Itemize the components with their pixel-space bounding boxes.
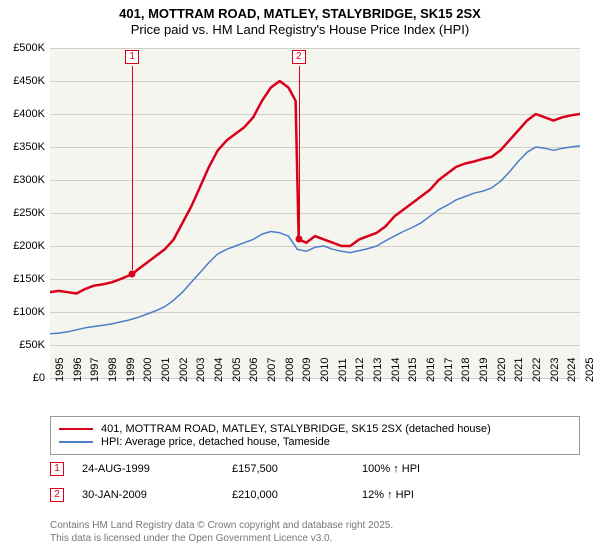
credit-line-1: Contains HM Land Registry data © Crown c… <box>50 520 580 533</box>
x-axis-label: 1999 <box>125 358 137 382</box>
x-axis-label: 2009 <box>301 358 313 382</box>
x-axis-label: 2019 <box>478 358 490 382</box>
sale-marker-box: 2 <box>292 50 306 64</box>
x-axis-label: 2021 <box>513 358 525 382</box>
title-block: 401, MOTTRAM ROAD, MATLEY, STALYBRIDGE, … <box>0 0 600 37</box>
legend-label: 401, MOTTRAM ROAD, MATLEY, STALYBRIDGE, … <box>101 423 491 435</box>
y-axis-label: £350K <box>13 141 45 153</box>
x-axis-label: 2013 <box>372 358 384 382</box>
x-axis-label: 2003 <box>195 358 207 382</box>
x-axis-label: 2022 <box>531 358 543 382</box>
page-title: 401, MOTTRAM ROAD, MATLEY, STALYBRIDGE, … <box>0 6 600 21</box>
x-axis-label: 2017 <box>443 358 455 382</box>
y-axis-label: £300K <box>13 174 45 186</box>
legend-row: HPI: Average price, detached house, Tame… <box>59 436 571 448</box>
sale-date: 24-AUG-1999 <box>82 463 232 475</box>
x-axis-label: 1997 <box>89 358 101 382</box>
x-axis-label: 2012 <box>354 358 366 382</box>
legend-swatch <box>59 441 93 443</box>
x-axis-label: 2001 <box>160 358 172 382</box>
sale-row: 2 30-JAN-2009£210,00012% ↑ HPI <box>50 488 414 502</box>
x-axis-label: 1998 <box>107 358 119 382</box>
y-axis-label: £100K <box>13 306 45 318</box>
x-axis-label: 2020 <box>496 358 508 382</box>
x-axis-label: 2007 <box>266 358 278 382</box>
x-axis-label: 2015 <box>407 358 419 382</box>
sale-price: £157,500 <box>232 463 362 475</box>
x-axis-label: 2023 <box>549 358 561 382</box>
sale-row: 1 24-AUG-1999£157,500100% ↑ HPI <box>50 462 420 476</box>
legend-label: HPI: Average price, detached house, Tame… <box>101 436 330 448</box>
legend-row: 401, MOTTRAM ROAD, MATLEY, STALYBRIDGE, … <box>59 423 571 435</box>
x-axis-label: 2010 <box>319 358 331 382</box>
x-axis-label: 2004 <box>213 358 225 382</box>
y-axis-label: £200K <box>13 240 45 252</box>
series-hpi <box>50 146 580 334</box>
sale-row-marker: 1 <box>50 462 64 476</box>
x-axis-label: 2014 <box>390 358 402 382</box>
x-axis-label: 2008 <box>284 358 296 382</box>
page-subtitle: Price paid vs. HM Land Registry's House … <box>0 22 600 37</box>
credit-line-2: This data is licensed under the Open Gov… <box>50 533 580 546</box>
legend-swatch <box>59 428 93 431</box>
y-axis-label: £0 <box>33 372 45 384</box>
chart-container: 401, MOTTRAM ROAD, MATLEY, STALYBRIDGE, … <box>0 0 600 560</box>
copyright-notice: Contains HM Land Registry data © Crown c… <box>50 520 580 545</box>
x-axis-label: 1996 <box>72 358 84 382</box>
x-axis-label: 2018 <box>460 358 472 382</box>
x-axis-label: 2016 <box>425 358 437 382</box>
y-axis-label: £400K <box>13 108 45 120</box>
x-axis-label: 1995 <box>54 358 66 382</box>
sale-marker-stem <box>299 66 300 235</box>
x-axis-label: 2002 <box>178 358 190 382</box>
x-axis-label: 2005 <box>231 358 243 382</box>
sale-row-marker: 2 <box>50 488 64 502</box>
y-axis-label: £500K <box>13 42 45 54</box>
sale-hpi: 100% ↑ HPI <box>362 463 420 475</box>
chart-area: 12 £0£50K£100K£150K£200K£250K£300K£350K£… <box>50 48 580 408</box>
sale-marker-dot <box>295 236 302 243</box>
y-axis-label: £50K <box>19 339 45 351</box>
x-axis-label: 2024 <box>566 358 578 382</box>
sale-marker-stem <box>132 66 133 270</box>
legend: 401, MOTTRAM ROAD, MATLEY, STALYBRIDGE, … <box>50 416 580 455</box>
series-property <box>50 81 580 294</box>
chart-svg <box>50 48 580 378</box>
sale-price: £210,000 <box>232 489 362 501</box>
x-axis-label: 2000 <box>142 358 154 382</box>
sale-marker-box: 1 <box>125 50 139 64</box>
plot-area: 12 <box>50 48 580 378</box>
sale-marker-dot <box>129 271 136 278</box>
x-axis-label: 2006 <box>248 358 260 382</box>
x-axis-label: 2025 <box>584 358 596 382</box>
sale-date: 30-JAN-2009 <box>82 489 232 501</box>
y-axis-label: £150K <box>13 273 45 285</box>
y-axis-label: £250K <box>13 207 45 219</box>
y-axis-label: £450K <box>13 75 45 87</box>
sale-hpi: 12% ↑ HPI <box>362 489 414 501</box>
x-axis-label: 2011 <box>337 358 349 382</box>
